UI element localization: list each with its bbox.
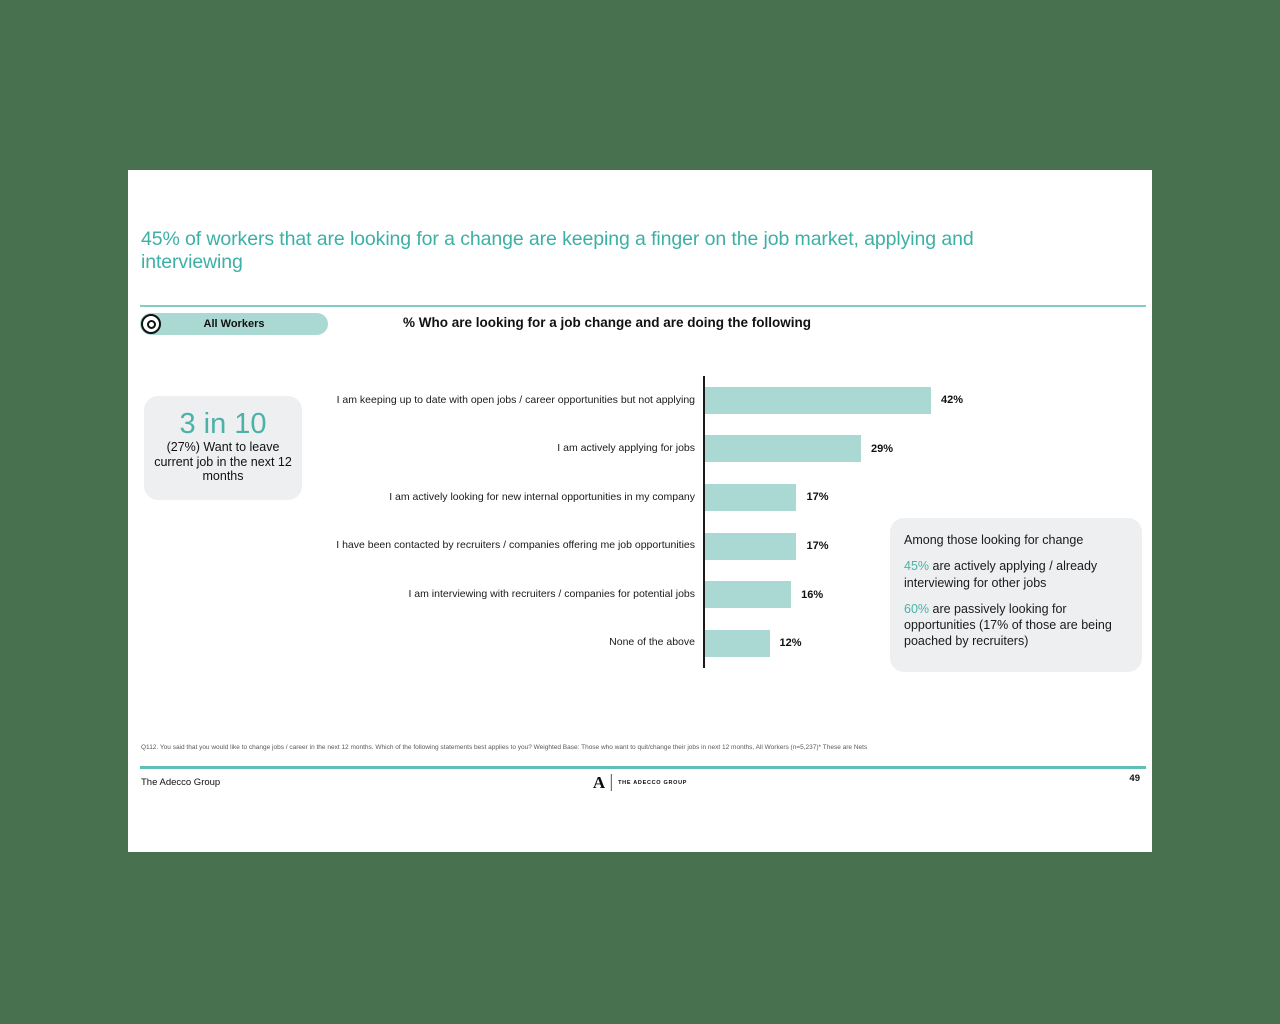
bar (705, 532, 797, 560)
adecco-logo-letter: A (592, 773, 606, 792)
footer-divider-rule (140, 766, 1146, 769)
bar-value-label: 29% (871, 442, 894, 455)
chart-row: I have been contacted by recruiters / co… (140, 521, 1140, 571)
chart-row: I am keeping up to date with open jobs /… (140, 376, 1140, 425)
bar-area: 29% (703, 424, 1140, 474)
footer-company-name: The Adecco Group (141, 777, 221, 788)
bar-category-label: I am interviewing with recruiters / comp… (408, 587, 695, 600)
bar (705, 483, 797, 511)
bar-category-label: I have been contacted by recruiters / co… (336, 539, 695, 552)
bar-category-label: I am actively applying for jobs (557, 442, 695, 455)
bar (705, 581, 792, 609)
bar-category-label: None of the above (609, 636, 695, 649)
bar-value-label: 17% (806, 491, 829, 504)
logo-divider (611, 774, 613, 791)
chart-row: None of the above 12% (140, 618, 1140, 668)
bar-area: 17% (703, 473, 1140, 522)
adecco-logo: A THE ADECCO GROUP (593, 774, 687, 791)
footnote: Q112. You said that you would like to ch… (141, 744, 868, 751)
bar-category-label: I am keeping up to date with open jobs /… (336, 393, 695, 406)
bar-value-label: 42% (940, 394, 963, 407)
bar-value-label: 16% (801, 588, 824, 601)
insight-highlight: 60% (904, 601, 930, 616)
chart-title: % Who are looking for a job change and a… (403, 315, 812, 330)
bar (705, 629, 770, 657)
all-workers-badge: All Workers (140, 313, 328, 335)
insight-box: Among those looking for change 45% are a… (890, 518, 1142, 672)
chart-row: I am actively applying for jobs 29% (140, 424, 1140, 474)
insight-text: are passively looking for opportunities … (904, 601, 1112, 649)
bar (705, 435, 862, 463)
adecco-logo-text: THE ADECCO GROUP (618, 779, 688, 786)
insight-text: are actively applying / already intervie… (904, 559, 1098, 590)
bar-area: 12% (703, 618, 1140, 668)
slide: 45% of workers that are looking for a ch… (128, 170, 1152, 852)
slide-title: 45% of workers that are looking for a ch… (141, 228, 974, 274)
badge-label: All Workers (203, 318, 265, 330)
title-divider-rule (140, 305, 1146, 307)
bar-value-label: 12% (779, 637, 802, 650)
target-icon (141, 314, 161, 334)
chart-row: I am interviewing with recruiters / comp… (140, 570, 1140, 619)
callout-headline: 3 in 10 (179, 408, 267, 440)
page-number: 49 (1129, 773, 1140, 784)
bar (705, 386, 931, 414)
insight-item: 45% are actively applying / already inte… (904, 558, 1129, 591)
bar-area: 17% (703, 521, 1140, 571)
chart-row: I am actively looking for new internal o… (140, 473, 1140, 522)
insight-item: 60% are passively looking for opportunit… (904, 601, 1129, 650)
bar-category-label: I am actively looking for new internal o… (389, 490, 695, 503)
callout-body: (27%) Want to leave current job in the n… (154, 440, 292, 484)
bar-area: 16% (703, 570, 1140, 619)
insight-highlight: 45% (904, 559, 930, 574)
bar-value-label: 17% (806, 540, 829, 553)
insight-intro: Among those looking for change (904, 533, 1084, 547)
bar-area: 42% (703, 376, 1140, 425)
bar-chart: I am keeping up to date with open jobs /… (140, 376, 1140, 668)
callout-box: 3 in 10 (27%) Want to leave current job … (144, 396, 302, 500)
